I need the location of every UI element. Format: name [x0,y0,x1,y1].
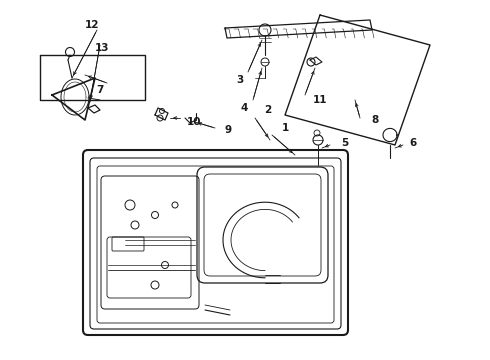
Text: 3: 3 [236,75,244,85]
Text: 7: 7 [97,85,104,95]
Text: 1: 1 [281,123,289,133]
Text: 10: 10 [187,117,201,127]
Text: 6: 6 [409,138,416,148]
Text: 13: 13 [95,43,109,53]
Text: 9: 9 [224,125,232,135]
Text: 2: 2 [265,105,271,115]
Text: 8: 8 [371,115,379,125]
Text: 12: 12 [85,20,99,30]
Text: 4: 4 [240,103,247,113]
Text: 5: 5 [342,138,348,148]
Text: 11: 11 [313,95,327,105]
